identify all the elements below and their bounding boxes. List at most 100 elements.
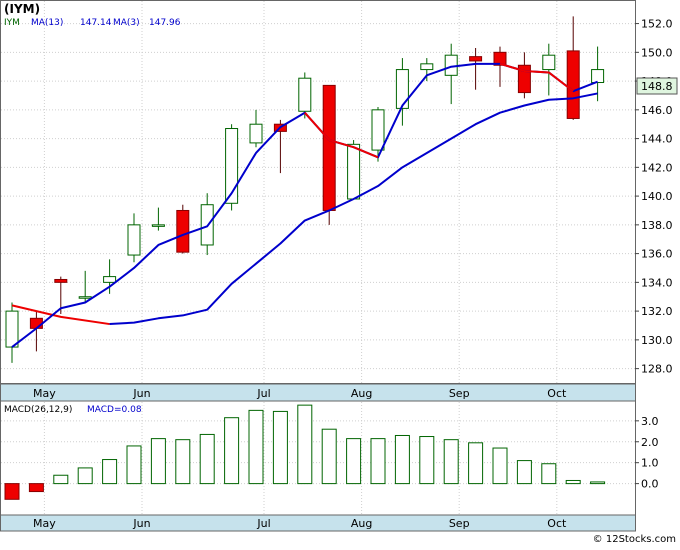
- macd-bar: [102, 459, 118, 485]
- macd-bar: [248, 409, 264, 485]
- price-legend: IYM MA(13) 147.14 MA(3) 147.96: [4, 18, 181, 28]
- candle-body-up: [347, 143, 361, 200]
- legend-ma13-value: 147.14: [80, 18, 112, 28]
- price-tick-label: 152.0: [641, 18, 673, 31]
- macd-bar: [126, 445, 142, 485]
- candle-body-down: [493, 51, 507, 66]
- candle-body-up: [151, 224, 165, 227]
- footer-credit: © 12Stocks.com: [593, 534, 676, 545]
- macd-bar-negative: [4, 483, 20, 500]
- ma3-line-red: [499, 62, 574, 92]
- macd-x-axis-band: [0, 514, 636, 532]
- macd-bar: [565, 479, 581, 485]
- price-tick-label: 132.0: [641, 305, 673, 318]
- candle-body-up: [127, 224, 141, 256]
- price-y-axis: 128.0 130.0 132.0 134.0 136.0 138.0 140.0 142.0…: [635, 18, 673, 376]
- chart-title: (IYM): [4, 2, 40, 16]
- candle-body-up: [5, 310, 19, 348]
- candle-body-down: [29, 317, 43, 329]
- price-x-label: Jun: [132, 387, 150, 400]
- macd-bar: [419, 436, 435, 485]
- candle-body-up: [542, 54, 556, 71]
- macd-tick-label: 3.0: [641, 415, 659, 428]
- macd-bar: [297, 404, 313, 485]
- candle-body-down: [469, 56, 483, 62]
- macd-bar: [516, 460, 532, 485]
- candle-body-down: [176, 209, 190, 253]
- price-tick-label: 140.0: [641, 190, 673, 203]
- price-tick-label: 144.0: [641, 133, 673, 146]
- price-tick-label: 134.0: [641, 276, 673, 289]
- price-x-label: Aug: [351, 387, 372, 400]
- macd-x-label: Sep: [449, 517, 470, 530]
- ma3-line-red: [304, 112, 379, 159]
- macd-x-label: Jul: [256, 517, 270, 530]
- price-tick-label: 150.0: [641, 46, 673, 59]
- legend-ma3-value: 147.96: [149, 18, 181, 28]
- candle-body-down: [54, 278, 68, 283]
- macd-bar: [199, 433, 215, 485]
- macd-x-label: May: [33, 517, 56, 530]
- macd-bar: [468, 442, 484, 485]
- macd-bar: [321, 428, 337, 485]
- ma13-line-red: [11, 304, 110, 326]
- price-x-label: Jul: [256, 387, 270, 400]
- macd-bar: [150, 438, 166, 485]
- macd-y-axis: 0.0 1.0 2.0 3.0: [635, 415, 659, 491]
- macd-x-label: Aug: [351, 517, 372, 530]
- macd-bar: [224, 417, 240, 485]
- candle-body-up: [591, 69, 605, 84]
- candle-body-up: [371, 109, 385, 151]
- ma13-line: [109, 92, 598, 326]
- macd-bars: [4, 404, 606, 500]
- candle-body-up: [78, 296, 92, 299]
- macd-tick-label: 2.0: [641, 436, 659, 449]
- legend-ma3-label: MA(3): [113, 18, 140, 28]
- candle-body-up: [225, 128, 239, 204]
- macd-bar: [77, 467, 93, 485]
- price-x-label: Oct: [547, 387, 567, 400]
- price-x-label: May: [33, 387, 56, 400]
- macd-tick-label: 0.0: [641, 478, 659, 491]
- price-x-label: Sep: [449, 387, 470, 400]
- price-tick-label: 146.0: [641, 104, 673, 117]
- last-price-box: [636, 77, 678, 95]
- price-tick-label: 128.0: [641, 363, 673, 376]
- macd-bar: [541, 463, 557, 485]
- candle-body-up: [249, 123, 263, 144]
- legend-ma13-label: MA(13): [31, 18, 63, 28]
- price-tick-label: 138.0: [641, 219, 673, 232]
- macd-bar: [175, 439, 191, 485]
- candle-body-down: [566, 50, 580, 119]
- macd-tick-label: 1.0: [641, 457, 659, 470]
- macd-x-label: Oct: [547, 517, 567, 530]
- candle-body-down: [322, 84, 336, 211]
- moving-average-lines: [11, 62, 598, 348]
- price-panel: [0, 0, 636, 384]
- macd-bar-negative: [28, 483, 44, 493]
- macd-bar: [370, 438, 386, 485]
- macd-panel: [0, 400, 636, 516]
- macd-x-label: Jun: [132, 517, 150, 530]
- macd-bar: [53, 474, 69, 485]
- candle-body-up: [298, 77, 312, 112]
- price-tick-label: 130.0: [641, 334, 673, 347]
- last-price-label: 148.8: [641, 80, 673, 93]
- x-axis-labels: May Jun Jul Aug Sep Oct May Jun Jul Aug Sep Oct: [33, 387, 567, 530]
- price-x-axis-band: [0, 383, 636, 402]
- price-tick-label: 136.0: [641, 248, 673, 261]
- price-tick-label: 142.0: [641, 161, 673, 174]
- macd-bar: [272, 410, 288, 485]
- macd-bar: [492, 447, 508, 485]
- candle-body-up: [420, 63, 434, 71]
- macd-value-label: MACD=0.08: [87, 405, 142, 415]
- macd-bar: [443, 439, 459, 485]
- candle-body-up: [103, 276, 117, 283]
- macd-bar: [590, 481, 606, 485]
- legend-iym: IYM: [4, 18, 20, 28]
- macd-bar: [346, 438, 362, 485]
- candle-body-up: [395, 69, 409, 109]
- candles: [5, 16, 605, 363]
